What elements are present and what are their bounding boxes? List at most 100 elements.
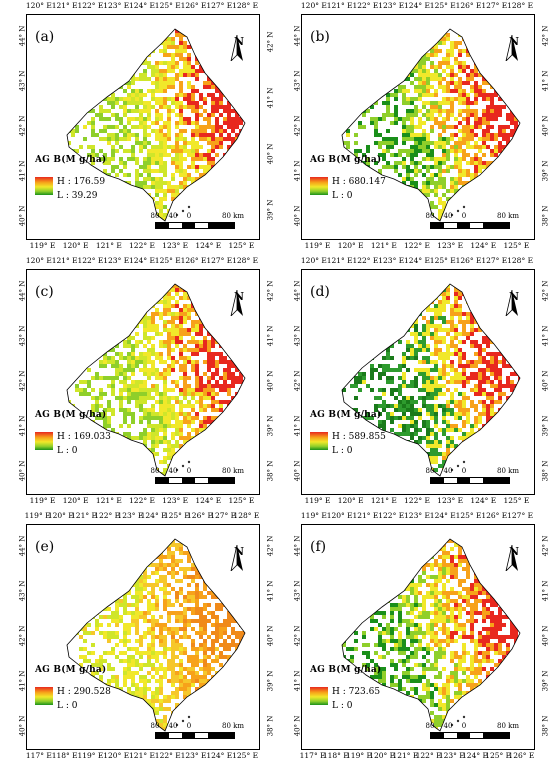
- coordinate-tick: 40° N: [266, 625, 275, 647]
- coordinate-tick: 123° E: [378, 1, 405, 10]
- coordinate-tick: 119° E: [77, 751, 104, 760]
- scale-label: 80: [150, 467, 160, 475]
- province-boundary: [66, 28, 246, 222]
- tick-left-labels: 44° N 43° N 42° N 41° N 40° N: [287, 14, 301, 238]
- panel-label: (d): [310, 284, 330, 300]
- coordinate-tick: 120° E: [369, 751, 396, 760]
- legend: AG B(M g/ha) H : 290.528 L : 0: [35, 665, 155, 711]
- coordinate-tick: 41° N: [541, 325, 550, 347]
- legend-title: AG B(M g/ha): [310, 410, 382, 420]
- coordinate-tick: 42° N: [266, 536, 275, 557]
- legend-color-ramp: [310, 687, 328, 705]
- coordinate-tick: 124° E: [140, 511, 167, 520]
- tick-left-labels: 44° N 43° N 42° N 41° N 40° N: [12, 14, 26, 238]
- coordinate-tick: 125° E: [232, 751, 259, 760]
- coordinate-tick: 41° N: [266, 87, 275, 109]
- map-frame: (c) N AG B(M g/ha) H : 169.033 L : 0 80 40 0 80 …: [26, 269, 260, 495]
- north-arrow-icon: [505, 545, 518, 571]
- legend-high-value: H : 723.65: [332, 687, 381, 697]
- coordinate-tick: 38° N: [541, 205, 550, 226]
- agb-map: [341, 28, 521, 229]
- legend: AG B(M g/ha) H : 176.59 L : 39.29: [35, 155, 155, 201]
- scale-label: 40: [168, 467, 178, 475]
- tick-bottom-labels: 117° E 118° E 119° E 120° E 121° E 122° E 123°…: [26, 750, 258, 762]
- island-mark: [187, 205, 191, 209]
- scale-bar: 80 40 0 80 km: [426, 467, 519, 484]
- legend-high-value: H : 169.033: [57, 432, 111, 442]
- coordinate-tick: 121° E: [352, 511, 379, 520]
- legend: AG B(M g/ha) H : 169.033 L : 0: [35, 410, 155, 456]
- north-arrow-icon: [505, 290, 518, 316]
- scale-label: 80: [150, 212, 160, 220]
- island-mark: [175, 468, 179, 472]
- tick-top-labels: 120° E 121° E 122° E 123° E 124° E 125° E 126°…: [26, 255, 258, 267]
- coordinate-tick: 123° E: [404, 511, 430, 520]
- scale-label: 40: [443, 722, 453, 730]
- north-label: N: [508, 290, 520, 303]
- coordinate-tick: 119° E: [29, 496, 56, 505]
- coordinate-tick: 120° E: [337, 496, 364, 505]
- island-mark: [462, 205, 466, 209]
- north-arrow: N: [229, 290, 249, 316]
- legend-color-ramp: [35, 432, 53, 450]
- coordinate-tick: 41° N: [266, 580, 275, 602]
- legend-low-value: L : 39.29: [57, 191, 98, 201]
- scale-bar-segments: [155, 477, 235, 484]
- scale-bar: 80 40 0 80 km: [151, 722, 244, 739]
- coordinate-tick: 39° N: [266, 670, 275, 692]
- coordinate-tick: 125° E: [503, 496, 530, 505]
- legend: AG B(M g/ha) H : 589.855 L : 0: [310, 410, 430, 456]
- coordinate-tick: 122° E: [129, 496, 155, 505]
- coordinate-tick: 118° E: [51, 751, 78, 760]
- tick-right-labels: 42° N 41° N 40° N 39° N 38° N: [535, 14, 550, 238]
- tick-bottom-labels: 119° E 120° E 121° E 122° E 123° E 124° E 125°…: [301, 495, 533, 507]
- coordinate-tick: 123° E: [103, 256, 130, 265]
- panel-label: (e): [35, 539, 55, 555]
- map-panel-b: 120° E 121° E 122° E 123° E 124° E 125° E 126°…: [275, 0, 550, 254]
- tick-right-labels: 42° N 41° N 40° N 39° N 38° N: [260, 269, 275, 493]
- north-label: N: [233, 290, 245, 303]
- coordinate-tick: 121° E: [51, 1, 78, 10]
- scale-label: 40: [168, 722, 178, 730]
- scale-bar: 80 40 0 80 km: [426, 722, 519, 739]
- scale-label: 80: [150, 722, 160, 730]
- agb-raster: [342, 284, 520, 476]
- island-mark: [187, 715, 191, 719]
- tick-top-labels: 119° E 120° E 121° E 122° E 123° E 124° E 125°…: [25, 510, 260, 522]
- coordinate-tick: 124° E: [462, 751, 488, 760]
- agb-raster: [342, 539, 520, 731]
- coordinate-tick: 124° E: [195, 241, 222, 250]
- island-mark: [175, 723, 179, 727]
- coordinate-tick: 39° N: [266, 415, 275, 437]
- coordinate-tick: 123° E: [438, 751, 465, 760]
- coordinate-tick: 122° E: [378, 511, 405, 520]
- agb-map: [66, 28, 246, 229]
- scale-bar: 80 40 0 80 km: [151, 467, 244, 484]
- legend-high-value: H : 290.528: [57, 687, 111, 697]
- island-mark: [187, 460, 191, 464]
- coordinate-tick: 122° E: [404, 496, 430, 505]
- coordinate-tick: 39° N: [541, 160, 550, 182]
- coordinate-tick: 123° E: [103, 1, 130, 10]
- coordinate-tick: 127° E: [206, 1, 233, 10]
- tick-right-labels: 42° N 41° N 40° N 39° N 38° N: [260, 524, 275, 748]
- coordinate-tick: 122° E: [404, 241, 430, 250]
- map-frame: (e) N AG B(M g/ha) H : 290.528 L : 0 80 40 0 80 …: [26, 524, 260, 750]
- map-panel-c: 120° E 121° E 122° E 123° E 124° E 125° E 126°…: [0, 255, 275, 509]
- legend-low-value: L : 0: [332, 446, 353, 456]
- map-panel-e: 119° E 120° E 121° E 122° E 123° E 124° E 125°…: [0, 510, 275, 764]
- coordinate-tick: 42° N: [541, 26, 550, 47]
- scale-bar-segments: [430, 477, 510, 484]
- coordinate-tick: 125° E: [228, 241, 255, 250]
- coordinate-tick: 126° E: [187, 511, 213, 520]
- scale-label: 80: [425, 467, 435, 475]
- coordinate-tick: 38° N: [541, 715, 550, 736]
- legend: AG B(M g/ha) H : 723.65 L : 0: [310, 665, 430, 711]
- coordinate-tick: 126° E: [180, 1, 207, 10]
- tick-bottom-labels: 117° E 118° E 119° E 120° E 121° E 122° E 123°…: [300, 750, 535, 762]
- coordinate-tick: 39° N: [541, 670, 550, 692]
- legend-title: AG B(M g/ha): [35, 665, 107, 675]
- coordinate-tick: 40° N: [541, 370, 550, 392]
- coordinate-tick: 39° N: [266, 199, 275, 221]
- island-mark: [456, 719, 460, 723]
